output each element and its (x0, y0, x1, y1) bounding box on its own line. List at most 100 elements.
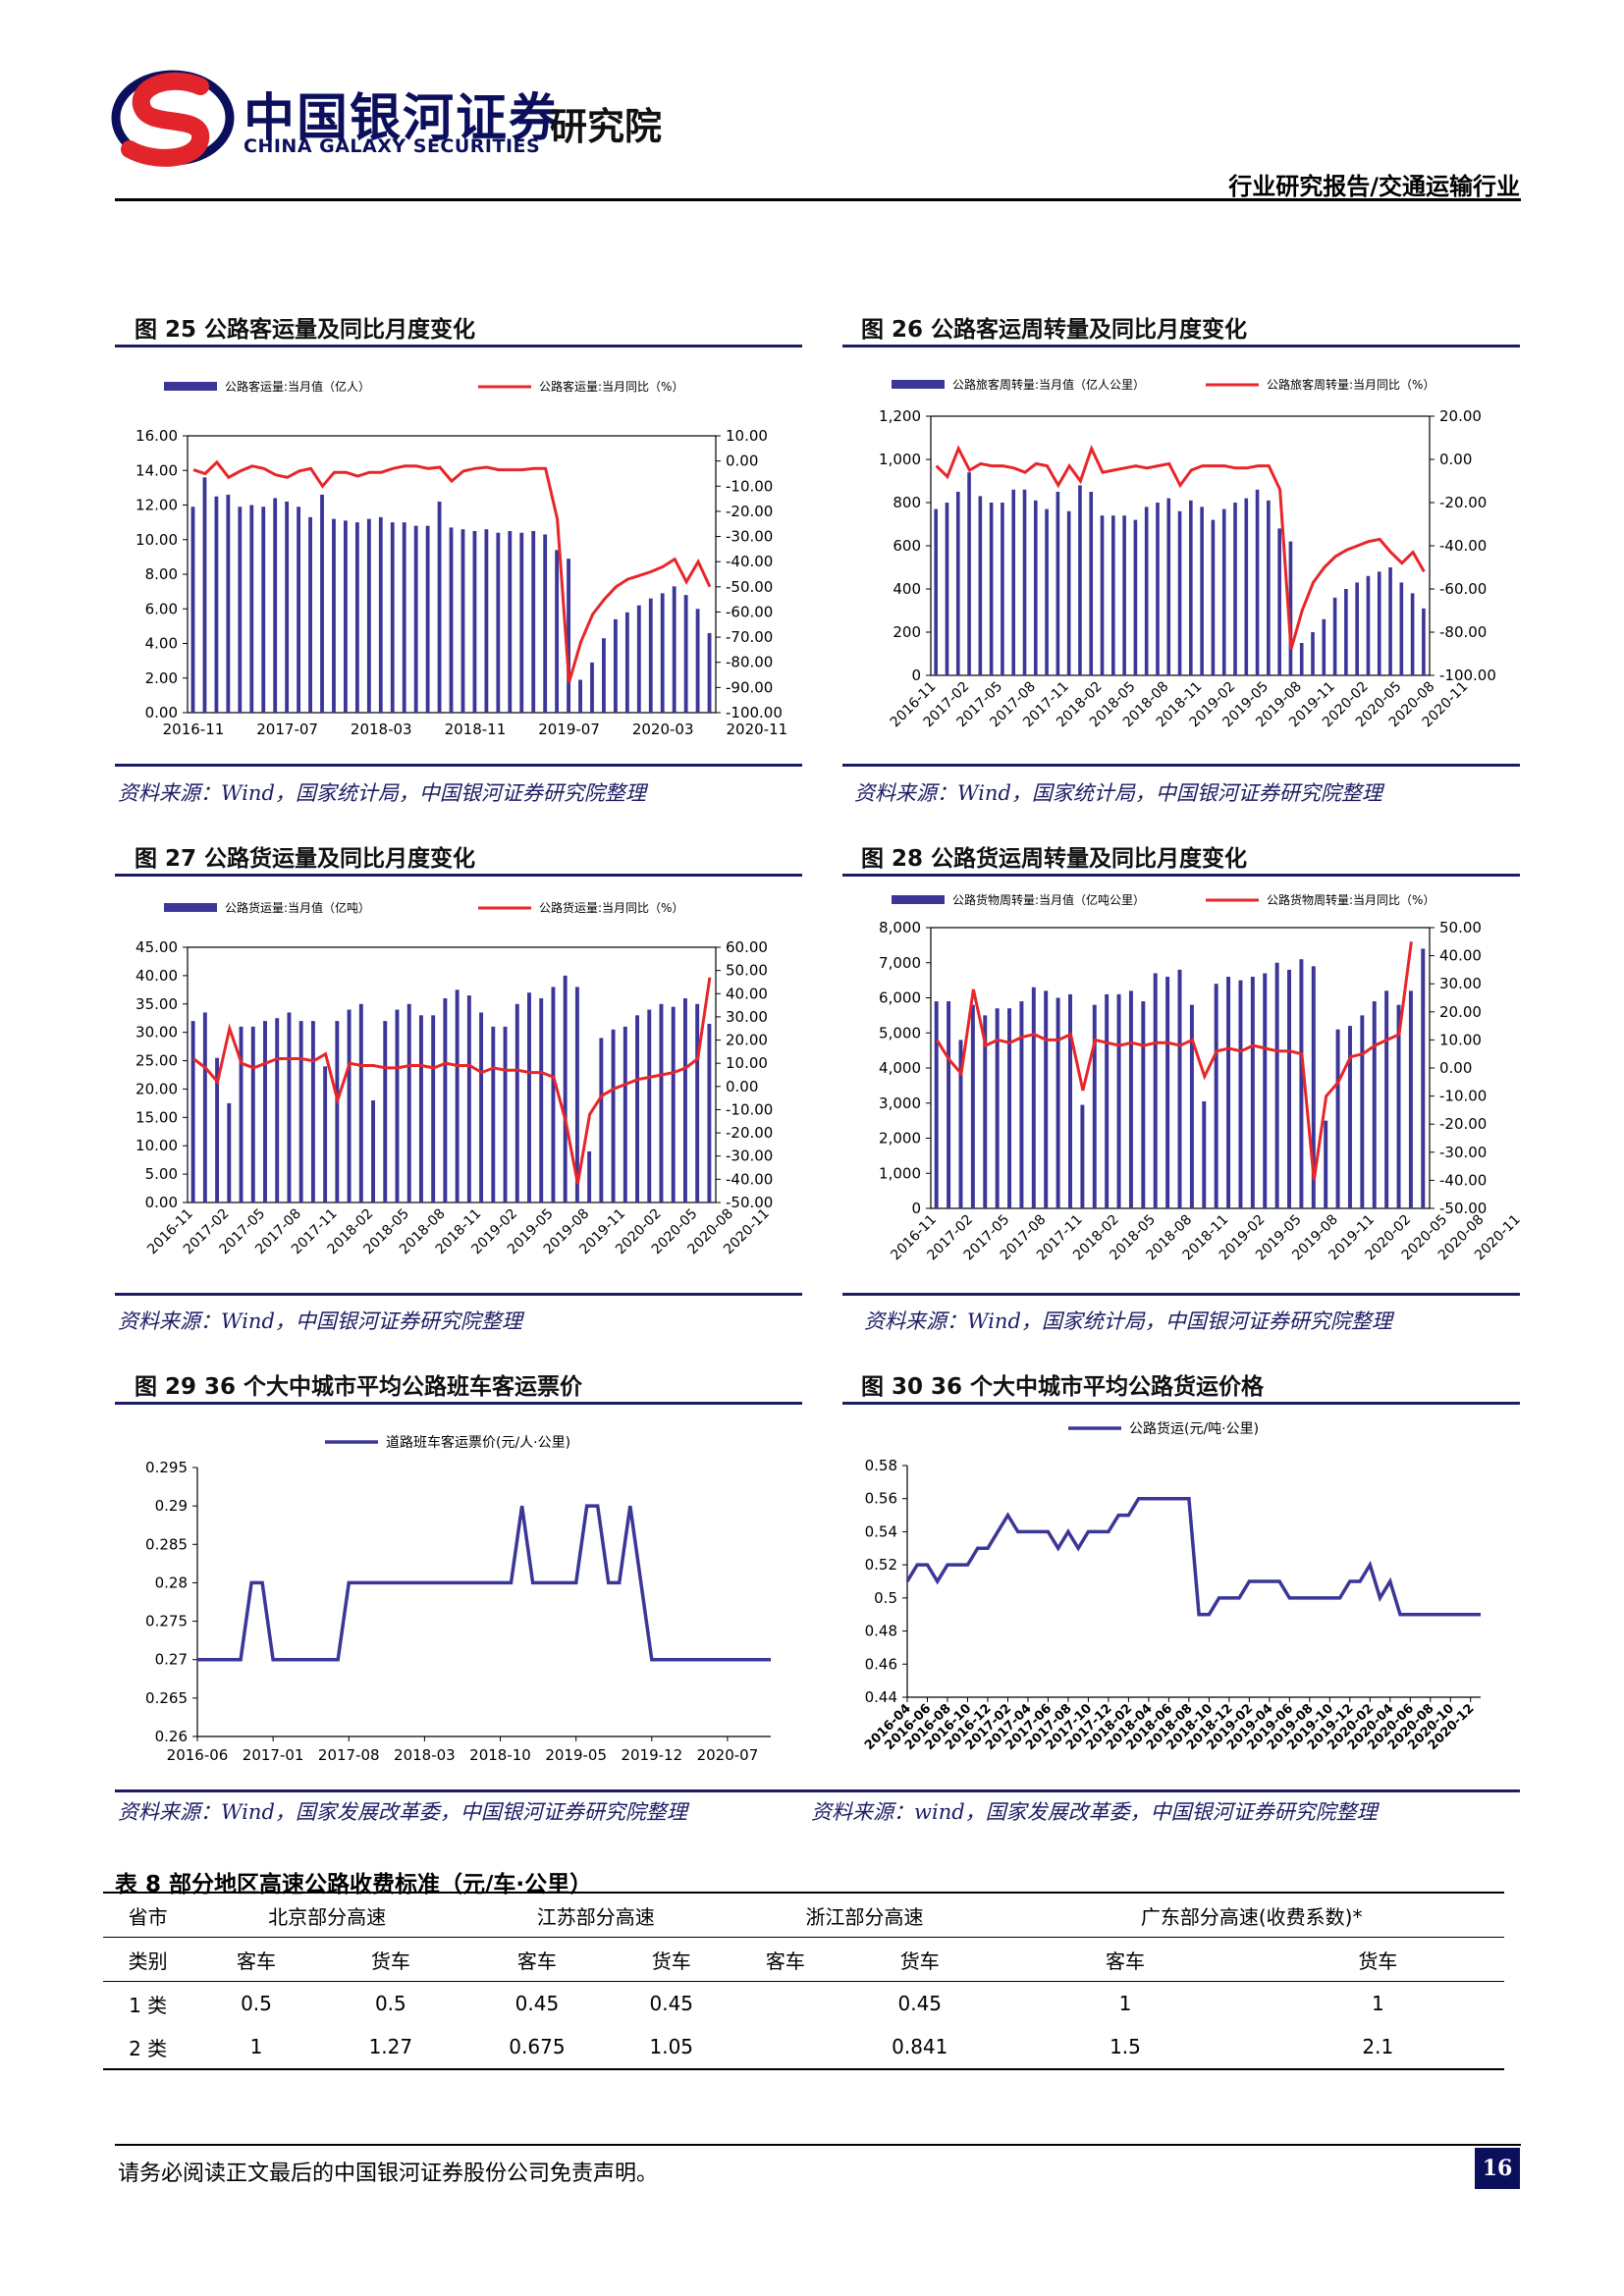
bar (1422, 608, 1426, 675)
bar (413, 525, 418, 713)
bar (214, 496, 219, 713)
y-tick-label: 0.26 (155, 1728, 188, 1745)
bar (508, 530, 513, 713)
bar (261, 507, 266, 713)
legend-bar-swatch (164, 382, 217, 391)
y-left-tick-label: 5,000 (879, 1024, 921, 1041)
x-tick-label: 2018-10 (469, 1746, 531, 1764)
bar (1019, 1001, 1024, 1208)
bar (455, 989, 460, 1202)
y-tick-label: 0.56 (865, 1490, 897, 1508)
y-left-tick-label: 35.00 (135, 995, 178, 1013)
bar (1267, 500, 1271, 675)
bar (1226, 977, 1231, 1208)
chart-27: 0.00 5.00 10.00 15.00 20.00 25.00 30.00 35.00 40… (135, 900, 773, 1257)
bar (1128, 990, 1133, 1208)
bar (418, 1015, 423, 1202)
y-left-tick-label: 8.00 (145, 565, 178, 583)
bar (587, 1151, 592, 1202)
table-row: 2 类 1 1.27 0.675 1.05 0.841 1.5 2.1 (103, 2025, 1504, 2070)
bar (431, 1015, 436, 1202)
bar (1078, 485, 1082, 675)
bar (989, 503, 994, 675)
bar (1022, 489, 1027, 675)
y-right-tick-label: -40.00 (726, 553, 773, 570)
bar (335, 1021, 340, 1202)
y-tick-label: 0.52 (865, 1556, 897, 1574)
figure-28-bottom-rule (842, 1293, 1520, 1296)
bar (1177, 969, 1182, 1208)
y-tick-label: 0.265 (145, 1689, 188, 1707)
bar (567, 559, 570, 713)
bar (1244, 498, 1249, 675)
y-left-tick-label: 10.00 (135, 531, 178, 549)
bar (531, 530, 536, 713)
y-left-tick-label: 0 (911, 667, 921, 684)
figure-26-source: 资料来源：Wind，国家统计局，中国银河证券研究院整理 (854, 781, 1382, 805)
bar (1347, 1026, 1352, 1208)
bar (1033, 500, 1038, 675)
bar (574, 987, 579, 1202)
y-tick-label: 0.29 (155, 1497, 188, 1515)
bar (578, 679, 582, 713)
table-header-cell: 省市 (103, 1892, 193, 1938)
y-tick-label: 0.54 (865, 1522, 897, 1540)
bar (190, 507, 195, 713)
y-right-tick-label: -100.00 (726, 704, 783, 721)
y-left-tick-label: 10.00 (135, 1137, 178, 1154)
bar (613, 618, 618, 713)
table-cell: 2.1 (1251, 2025, 1504, 2070)
bar (425, 525, 430, 713)
bar (1165, 977, 1170, 1208)
y-right-tick-label: 0.00 (1439, 451, 1472, 468)
table-cell: 1.05 (612, 2025, 731, 2070)
table-cell (730, 1981, 841, 2025)
legend-bar-label: 公路旅客周转量:当月值（亿人公里） (952, 377, 1145, 392)
figure-27-title: 图 27 公路货运量及同比月度变化 (135, 846, 476, 872)
figure-25-source: 资料来源：Wind，国家统计局，中国银河证券研究院整理 (118, 781, 646, 805)
y-right-tick-label: 20.00 (1439, 407, 1482, 425)
bar (671, 1006, 676, 1202)
y-left-tick-label: 15.00 (135, 1108, 178, 1126)
table-cell: 1 (192, 2025, 320, 2070)
bar (624, 612, 629, 713)
y-left-tick-label: 40.00 (135, 967, 178, 985)
y-right-tick-label: -30.00 (1439, 1144, 1487, 1161)
bar (344, 520, 348, 713)
y-right-tick-label: -20.00 (726, 503, 773, 520)
table-header-cell: 江苏部分高速 (460, 1892, 731, 1938)
y-left-tick-label: 7,000 (879, 954, 921, 972)
y-right-tick-label: 0.00 (726, 453, 758, 470)
chart-25: 0.00 2.00 4.00 6.00 8.00 10.00 12.00 14.00 16.00… (135, 379, 787, 738)
y-tick-label: 0.48 (865, 1623, 897, 1640)
y-left-tick-label: 1,000 (879, 451, 921, 468)
bar (491, 1026, 496, 1202)
y-right-tick-label: 0.00 (726, 1078, 758, 1095)
y-right-tick-label: -20.00 (726, 1124, 773, 1142)
table-cell: 1.5 (999, 2025, 1252, 2070)
bar (249, 505, 254, 713)
series-line (905, 1496, 1481, 1617)
bar (623, 1026, 627, 1202)
x-tick-label: 2017-07 (256, 721, 318, 738)
bar (1141, 1001, 1146, 1208)
bar (1263, 973, 1268, 1208)
y-left-tick-label: 3,000 (879, 1095, 921, 1112)
bar (695, 609, 700, 713)
series-line (935, 941, 1413, 1181)
legend-bar-swatch (164, 903, 217, 912)
bar (1299, 959, 1304, 1208)
y-right-tick-label: 40.00 (726, 985, 768, 1002)
bar (590, 662, 594, 713)
bar (955, 492, 960, 675)
bar (1311, 632, 1315, 675)
bar (484, 529, 489, 713)
y-left-tick-label: 8,000 (879, 919, 921, 936)
bar (1399, 582, 1404, 675)
bar (599, 1038, 604, 1202)
y-tick-label: 0.27 (155, 1651, 188, 1669)
y-right-tick-label: 60.00 (726, 938, 768, 956)
x-tick-label: 2017-01 (243, 1746, 304, 1764)
legend-bar-label: 公路客运量:当月值（亿人） (225, 379, 370, 394)
bar (648, 598, 653, 713)
